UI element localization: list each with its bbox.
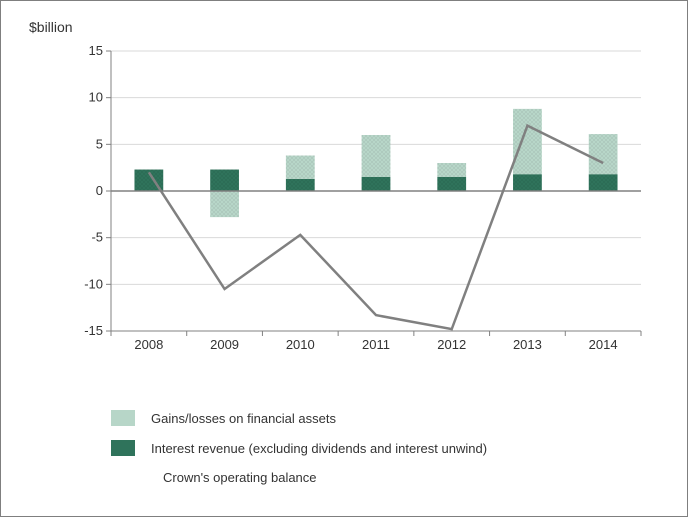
y-axis-label: $billion (29, 19, 73, 35)
svg-text:2014: 2014 (589, 337, 618, 352)
svg-text:2011: 2011 (362, 337, 390, 352)
legend: Gains/losses on financial assets Interes… (111, 396, 487, 499)
legend-swatch-gains (111, 410, 135, 426)
chart-frame: $billion -15 -10 -5 0 5 10 15 2008 2009 2010 2011 2… (0, 0, 688, 517)
svg-text:2008: 2008 (134, 337, 163, 352)
legend-label: Interest revenue (excluding dividends an… (151, 441, 487, 456)
svg-text:-10: -10 (84, 276, 103, 291)
svg-text:10: 10 (89, 90, 103, 105)
svg-text:5: 5 (96, 136, 103, 151)
svg-text:2010: 2010 (286, 337, 315, 352)
svg-text:-15: -15 (84, 323, 103, 338)
legend-label: Crown's operating balance (163, 470, 317, 485)
legend-item: Gains/losses on financial assets (111, 410, 487, 426)
svg-text:-5: -5 (91, 230, 103, 245)
svg-text:15: 15 (89, 43, 103, 58)
legend-swatch-interest (111, 440, 135, 456)
svg-text:0: 0 (96, 183, 103, 198)
legend-item: Interest revenue (excluding dividends an… (111, 440, 487, 456)
legend-label: Gains/losses on financial assets (151, 411, 336, 426)
svg-text:2009: 2009 (210, 337, 239, 352)
legend-item: Crown's operating balance (111, 470, 487, 485)
svg-text:2012: 2012 (437, 337, 466, 352)
chart-plot: -15 -10 -5 0 5 10 15 2008 2009 2010 2011 2012 2013 20… (71, 41, 651, 361)
svg-text:2013: 2013 (513, 337, 542, 352)
